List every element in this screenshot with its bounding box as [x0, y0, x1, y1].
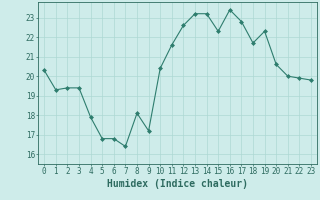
X-axis label: Humidex (Indice chaleur): Humidex (Indice chaleur): [107, 179, 248, 189]
